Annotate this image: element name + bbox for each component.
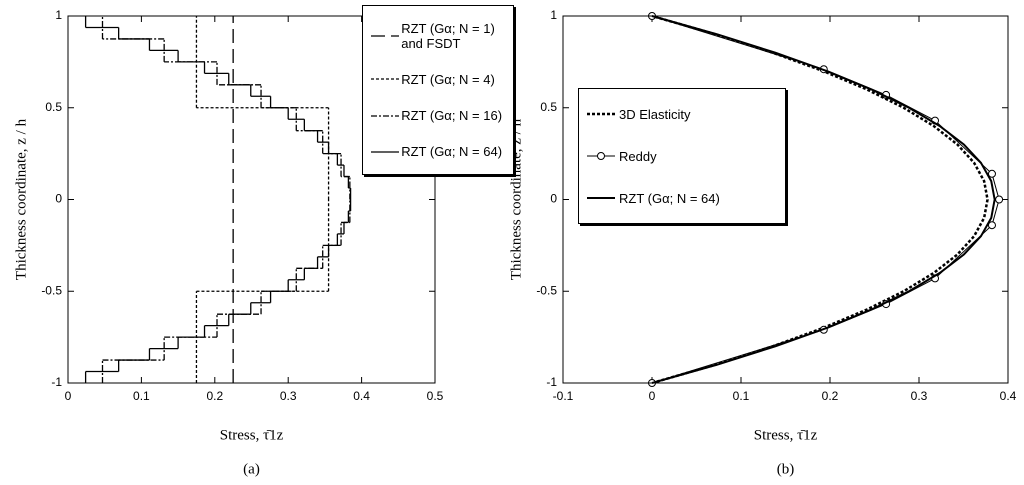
legend-entry: RZT (Gα; N = 16) bbox=[369, 108, 507, 123]
legend-entry: Reddy bbox=[585, 149, 779, 164]
x-axis-label: Stress, τ̄1z bbox=[754, 427, 818, 443]
x-tick-label: 0.1 bbox=[733, 389, 750, 403]
x-tick-label: 0.3 bbox=[911, 389, 928, 403]
y-tick-label: 0 bbox=[550, 192, 557, 206]
panel-caption: (b) bbox=[777, 461, 795, 477]
x-tick-label: 0.4 bbox=[1000, 389, 1017, 403]
y-tick-label: 0 bbox=[55, 192, 62, 206]
legend-swatch bbox=[371, 151, 399, 153]
y-tick-label: -1 bbox=[51, 375, 62, 389]
legend-entry: 3D Elasticity bbox=[585, 107, 779, 122]
legend-swatch bbox=[371, 34, 399, 37]
x-tick-label: 0 bbox=[65, 389, 72, 403]
y-tick-label: -1 bbox=[546, 375, 557, 389]
legend-entry: RZT (Gα; N = 64) bbox=[369, 144, 507, 159]
y-tick-label: 1 bbox=[550, 8, 557, 22]
legend-label: RZT (Gα; N = 4) bbox=[401, 71, 495, 87]
x-axis-label: Stress, τ̄1z bbox=[220, 427, 284, 443]
marker bbox=[987, 221, 996, 230]
legend-label: RZT (Gα; N = 64) bbox=[619, 190, 720, 206]
legend-swatch bbox=[587, 152, 615, 160]
y-tick-label: -0.5 bbox=[536, 283, 557, 297]
legend-swatch bbox=[587, 112, 615, 116]
x-tick-label: -0.1 bbox=[553, 389, 574, 403]
legend: RZT (Gα; N = 1) and FSDT RZT (Gα; N = 4) R… bbox=[362, 5, 514, 175]
legend-swatch bbox=[371, 78, 399, 81]
x-tick-label: 0.3 bbox=[280, 389, 297, 403]
legend-label: RZT (Gα; N = 64) bbox=[401, 144, 503, 160]
legend-marker bbox=[597, 152, 605, 160]
legend-entry: RZT (Gα; N = 64) bbox=[585, 191, 779, 206]
marker bbox=[995, 195, 1004, 204]
plot-frame bbox=[67, 15, 436, 384]
plot-frame bbox=[562, 15, 1009, 384]
y-axis-label: Thickness coordinate, z / h bbox=[13, 118, 29, 280]
series-line bbox=[651, 15, 996, 384]
panel-caption: (a) bbox=[243, 461, 260, 477]
x-tick-label: 0.2 bbox=[206, 389, 223, 403]
marker bbox=[987, 169, 996, 178]
x-tick-label: 0.5 bbox=[427, 389, 444, 403]
legend-label: Reddy bbox=[619, 148, 657, 164]
legend-entry: RZT (Gα; N = 1) and FSDT bbox=[369, 21, 507, 51]
x-tick-label: 0.1 bbox=[133, 389, 150, 403]
x-tick-label: 0 bbox=[649, 389, 656, 403]
series-line bbox=[651, 14, 989, 385]
y-tick-label: 1 bbox=[55, 8, 62, 22]
y-tick-label: 0.5 bbox=[540, 100, 557, 114]
x-tick-label: 0.4 bbox=[353, 389, 370, 403]
x-tick-label: 0.2 bbox=[822, 389, 839, 403]
legend-label: 3D Elasticity bbox=[619, 106, 691, 122]
legend-label: RZT (Gα; N = 1) and FSDT bbox=[401, 20, 495, 51]
legend-entry: RZT (Gα; N = 4) bbox=[369, 72, 507, 87]
legend-swatch bbox=[587, 197, 615, 199]
y-tick-label: 0.5 bbox=[45, 100, 62, 114]
legend-label: RZT (Gα; N = 16) bbox=[401, 108, 503, 124]
y-tick-label: -0.5 bbox=[41, 283, 62, 297]
legend-swatch bbox=[371, 114, 399, 117]
legend: 3D Elasticity Reddy RZT (Gα; N = 64) bbox=[578, 88, 786, 224]
